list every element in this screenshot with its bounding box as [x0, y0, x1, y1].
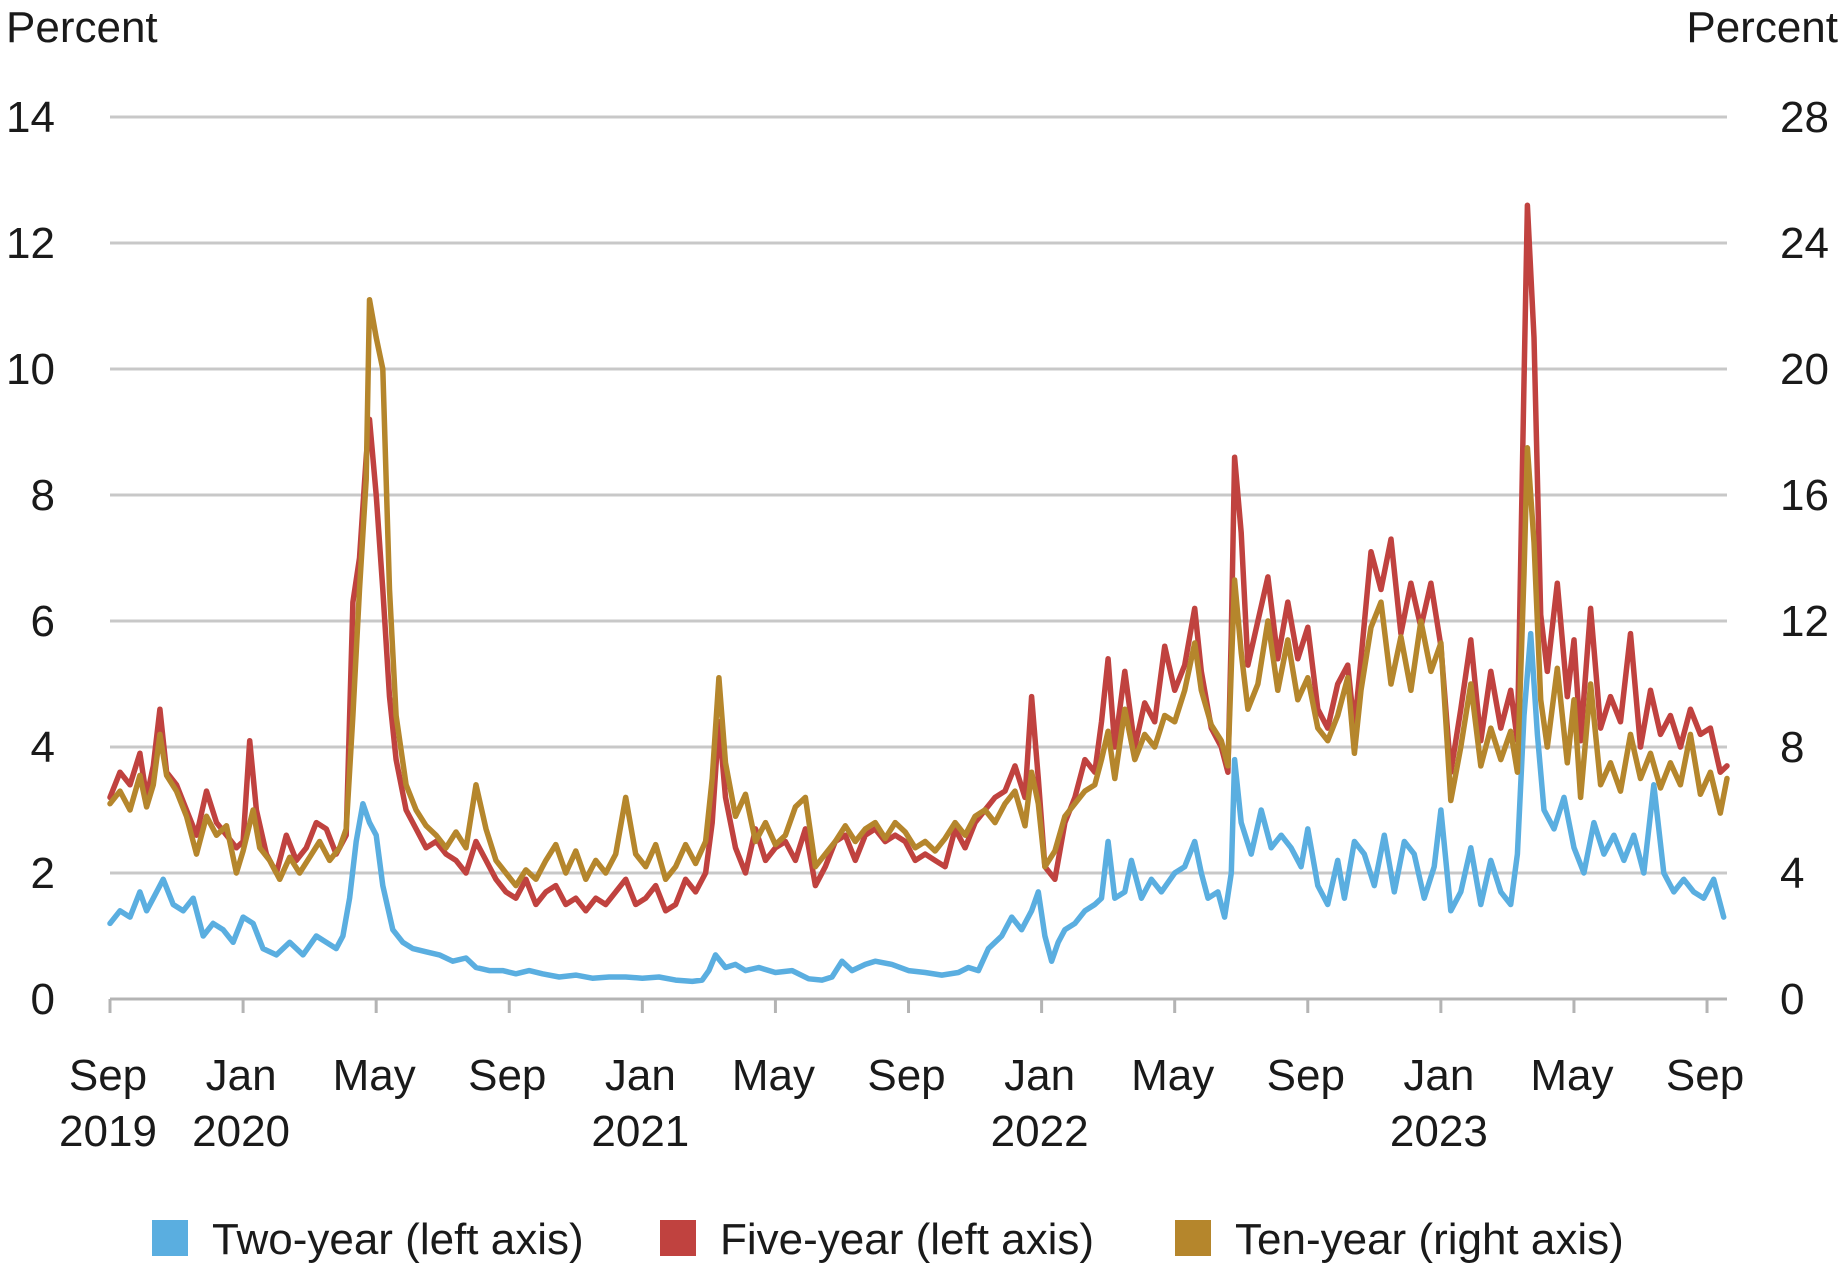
x-tick-label-year: 2020 [192, 1107, 290, 1156]
left-y-tick-label: 6 [31, 597, 55, 646]
x-tick-label-month: May [333, 1051, 416, 1100]
x-tick-label-year: 2021 [591, 1107, 689, 1156]
left-y-tick-label: 14 [6, 93, 55, 142]
right-y-tick-label: 4 [1780, 849, 1804, 898]
gridlines [110, 115, 1727, 875]
x-tick-label-year: 2023 [1390, 1107, 1488, 1156]
left-y-tick-label: 0 [31, 975, 55, 1024]
x-tick-label-month: May [1530, 1051, 1613, 1100]
series-line-five-year [107, 202, 1730, 914]
x-tick-label-month: May [732, 1051, 815, 1100]
x-tick-label-month: Sep [1666, 1051, 1744, 1100]
legend-swatch [152, 1220, 188, 1256]
right-y-tick-label: 0 [1780, 975, 1804, 1024]
left-y-tick-label: 10 [6, 345, 55, 394]
x-tick-label-month: Sep [867, 1051, 945, 1100]
x-tick-label-month: Sep [1267, 1051, 1345, 1100]
left-y-tick-label: 12 [6, 219, 55, 268]
left-axis-unit-label: Percent [6, 3, 158, 52]
left-y-tick-label: 2 [31, 849, 55, 898]
x-tick-label-month: Jan [1004, 1051, 1075, 1100]
legend: Two-year (left axis) Five-year (left axis… [152, 1215, 1624, 1264]
x-tick-label-year: 2022 [991, 1107, 1089, 1156]
right-y-tick-label: 20 [1780, 345, 1829, 394]
right-axis-unit-label: Percent [1686, 3, 1838, 52]
legend-label: Two-year (left axis) [212, 1215, 584, 1264]
series-line-two-year [107, 630, 1727, 985]
right-y-tick-label: 28 [1780, 93, 1829, 142]
series-lines [107, 202, 1730, 985]
series-line-ten-year [107, 296, 1730, 889]
legend-label: Five-year (left axis) [720, 1215, 1094, 1264]
right-y-tick-label: 24 [1780, 219, 1829, 268]
right-y-tick-label: 8 [1780, 723, 1804, 772]
x-tick-label-month: May [1131, 1051, 1214, 1100]
legend-swatch [1175, 1220, 1211, 1256]
x-tick-label-month: Jan [1403, 1051, 1474, 1100]
x-tick-label-year: 2019 [59, 1107, 157, 1156]
legend-swatch [660, 1220, 696, 1256]
x-tick-label-month: Sep [468, 1051, 546, 1100]
left-y-tick-label: 4 [31, 723, 55, 772]
x-axis: Sep 2019 Jan 2020 May Sep Jan 2021 May Sep Jan 2022… [59, 997, 1744, 1156]
x-tick-label-month: Jan [206, 1051, 277, 1100]
right-y-tick-label: 16 [1780, 471, 1829, 520]
right-y-tick-label: 12 [1780, 597, 1829, 646]
legend-label: Ten-year (right axis) [1235, 1215, 1624, 1264]
left-y-tick-label: 8 [31, 471, 55, 520]
x-tick-label-month: Jan [605, 1051, 676, 1100]
x-tick-label-month: Sep [69, 1051, 147, 1100]
